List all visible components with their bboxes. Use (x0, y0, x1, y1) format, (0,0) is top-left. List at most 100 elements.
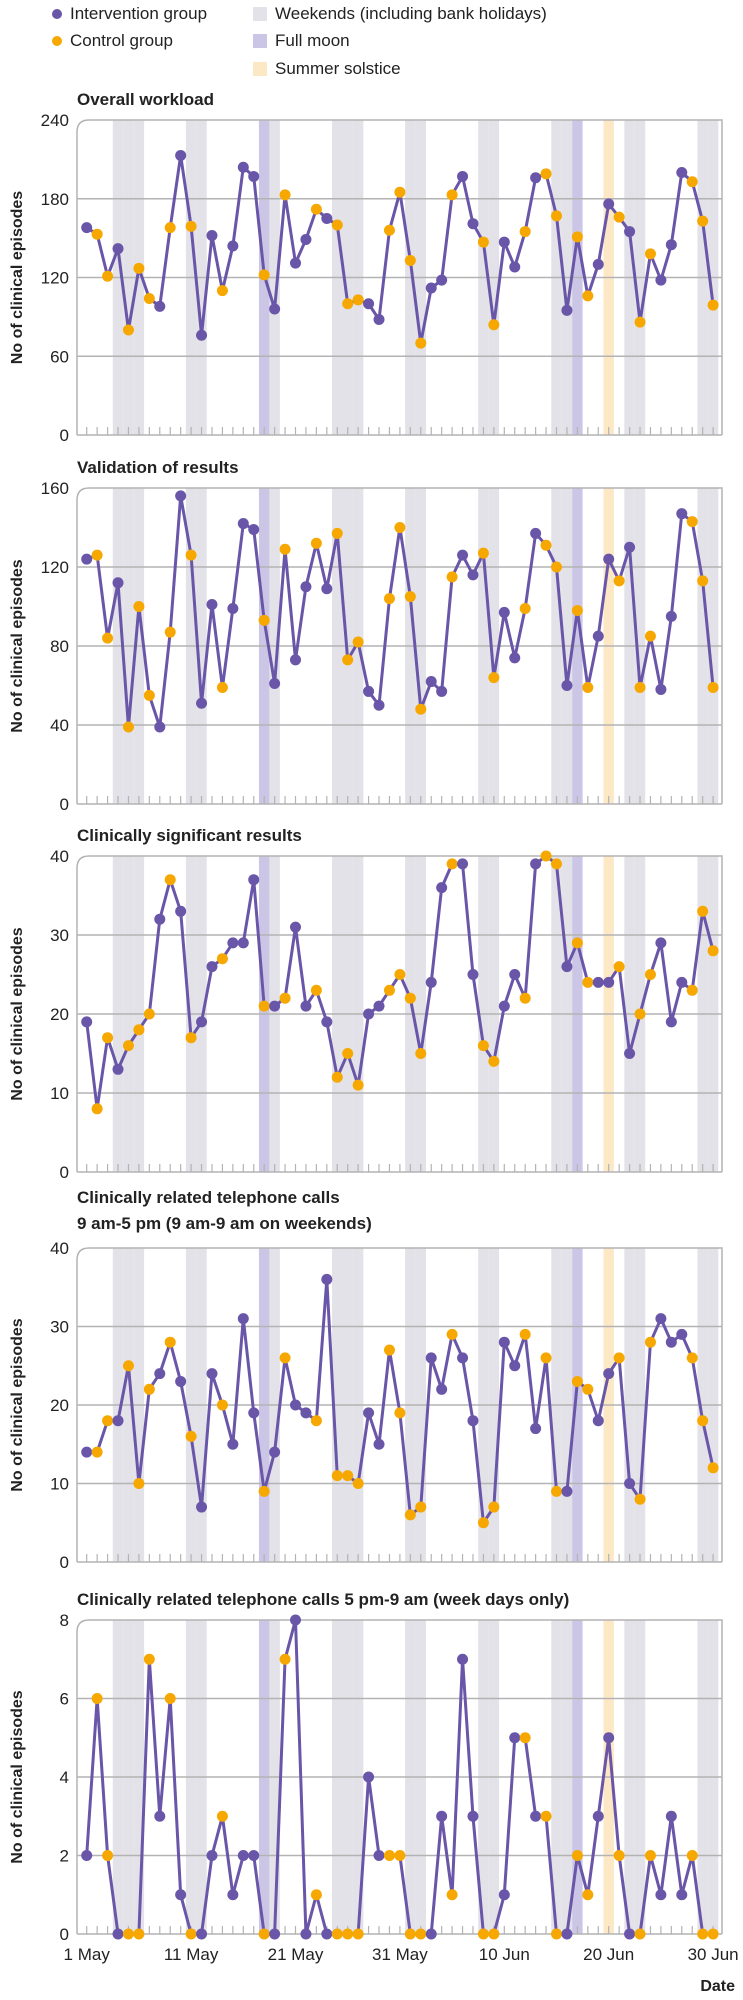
control-point (342, 654, 354, 666)
control-point (216, 1810, 228, 1822)
y-tick-label: 8 (60, 1611, 69, 1630)
control-point (122, 1928, 134, 1940)
intervention-point (154, 721, 166, 733)
control-point (540, 850, 552, 862)
control-point (488, 1055, 500, 1067)
control-point (310, 1415, 322, 1427)
intervention-point (227, 1889, 239, 1901)
control-point (185, 1032, 197, 1044)
control-point (477, 236, 489, 248)
y-tick-label: 6 (60, 1690, 69, 1709)
intervention-point (363, 685, 375, 697)
control-point (342, 298, 354, 310)
intervention-point (498, 1336, 510, 1348)
control-point (91, 1103, 103, 1115)
intervention-point (248, 874, 260, 886)
intervention-point (321, 1928, 333, 1940)
control-point (644, 1336, 656, 1348)
intervention-point (665, 610, 677, 622)
panel-5: 0 2 4 6 8 No of clinical episodes (9, 1611, 723, 1944)
control-point (216, 953, 228, 965)
control-point (404, 992, 416, 1004)
series-line (85, 854, 715, 1111)
y-tick-label: 0 (60, 1925, 69, 1944)
control-point (571, 937, 583, 949)
control-point (164, 874, 176, 886)
control-point (279, 992, 291, 1004)
control-point (415, 1048, 427, 1059)
control-point (540, 168, 552, 180)
intervention-point (457, 1653, 469, 1665)
control-point (415, 1928, 427, 1940)
intervention-point (509, 261, 521, 273)
intervention-point (237, 1850, 249, 1861)
control-point (383, 593, 395, 605)
control-point (613, 1850, 625, 1861)
intervention-point (436, 1810, 448, 1822)
intervention-point (665, 1016, 677, 1028)
intervention-point (206, 1850, 218, 1861)
control-point (477, 1517, 489, 1529)
intervention-point (290, 921, 301, 933)
intervention-point (196, 1501, 208, 1513)
y-tick-label: 10 (50, 1084, 69, 1103)
control-point (571, 604, 583, 616)
intervention-point (290, 654, 301, 666)
control-point (415, 703, 427, 715)
intervention-point (624, 226, 636, 238)
control-point (102, 270, 114, 282)
y-axis-label: No of clinical episodes (9, 1318, 26, 1491)
control-point (540, 539, 552, 551)
intervention-point (81, 1446, 93, 1458)
legend-full-moon: Full moon (253, 31, 350, 51)
control-point (342, 1048, 354, 1059)
control-point (185, 220, 197, 232)
control-point (91, 228, 103, 240)
panel-title: Validation of results (77, 458, 239, 477)
intervention-point (227, 240, 239, 252)
intervention-point (624, 1928, 636, 1940)
control-point (310, 984, 322, 996)
control-point (383, 984, 395, 996)
intervention-point (227, 1438, 239, 1450)
control-point (185, 549, 197, 561)
y-axis-label: No of clinical episodes (9, 1690, 26, 1863)
intervention-point (676, 976, 688, 988)
control-point (352, 1928, 364, 1940)
intervention-point (425, 976, 437, 988)
intervention-point (269, 678, 281, 690)
control-point (571, 1850, 583, 1861)
control-point (571, 1375, 583, 1387)
y-tick-label: 160 (41, 479, 69, 498)
intervention-point (467, 569, 479, 581)
intervention-point (175, 1375, 187, 1387)
intervention-point (154, 300, 166, 312)
control-point (394, 186, 406, 198)
intervention-point (665, 1336, 677, 1348)
control-point (634, 681, 646, 693)
x-tick-label: 1 May (64, 1945, 111, 1964)
intervention-point (655, 274, 667, 286)
intervention-point (154, 1810, 166, 1822)
control-point (634, 1008, 646, 1020)
solstice-swatch-icon (253, 62, 267, 76)
intervention-point (509, 969, 521, 980)
intervention-point (373, 314, 385, 325)
y-tick-label: 2 (60, 1847, 69, 1866)
intervention-point (592, 1810, 604, 1822)
control-point (551, 1928, 562, 1940)
y-tick-label: 40 (50, 847, 69, 866)
control-point (551, 1485, 562, 1497)
control-point (634, 316, 646, 328)
intervention-point (561, 961, 573, 973)
control-point (258, 1485, 270, 1497)
intervention-point (530, 1810, 542, 1822)
y-tick-label: 80 (50, 637, 69, 656)
intervention-point (175, 490, 187, 502)
control-point (185, 1430, 197, 1442)
control-point (279, 1653, 291, 1665)
control-point (686, 984, 698, 996)
intervention-point (498, 236, 510, 248)
intervention-point (624, 541, 636, 553)
panel-4: 0 10 20 30 40 No of clinical episodes (9, 1239, 723, 1572)
